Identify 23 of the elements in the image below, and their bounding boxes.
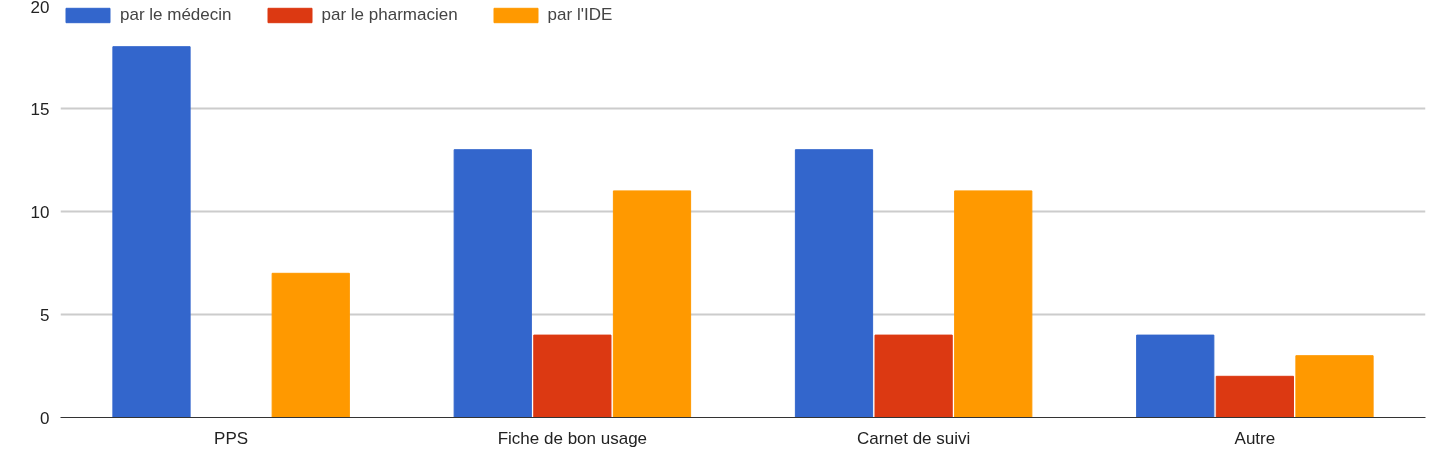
bar [794,149,874,418]
bar [533,334,612,418]
x-tick-label: PPS [214,428,249,448]
y-tick-label: 5 [40,305,50,325]
bar [112,46,191,418]
y-tick-label: 10 [30,202,50,222]
bar [612,190,692,418]
x-tick-label: Carnet de suivi [856,428,971,448]
bar [1295,355,1374,418]
legend-label: par le médecin [120,5,232,25]
x-tick-label: Autre [1234,428,1276,448]
y-tick-label: 15 [30,99,50,119]
legend-label: par l'IDE [547,5,613,25]
y-tick-label: 20 [30,0,50,17]
bar [954,190,1033,418]
bar [874,334,953,418]
x-tick-label: Fiche de bon usage [497,428,648,448]
bar [453,149,532,418]
bar [271,272,350,418]
bar [1136,334,1215,418]
legend-label: par le pharmacien [321,5,458,25]
bar [1215,375,1294,418]
y-tick-label: 0 [40,408,50,428]
